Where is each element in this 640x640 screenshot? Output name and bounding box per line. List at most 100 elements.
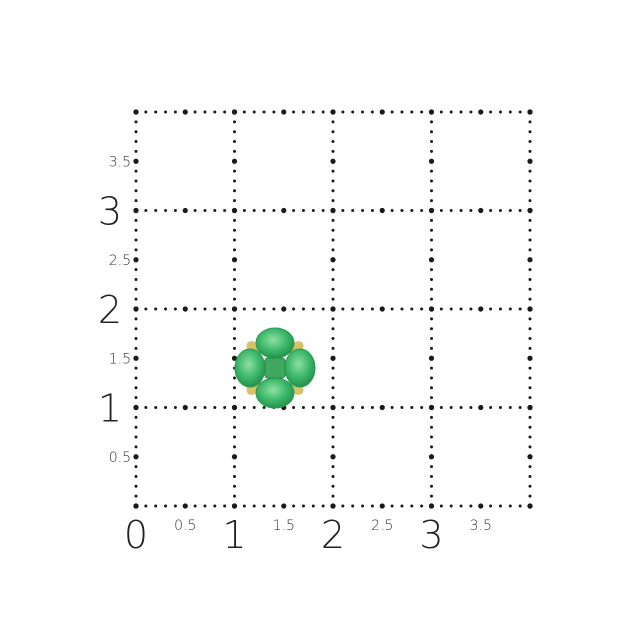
grid-dot	[528, 140, 532, 144]
grid-dot	[528, 248, 532, 252]
grid-dot	[233, 425, 236, 429]
grid-dot	[133, 109, 139, 115]
grid-dot	[330, 158, 336, 164]
grid-dot	[331, 346, 335, 350]
grid-dot	[330, 109, 336, 115]
grid-dot	[428, 404, 435, 411]
grid-dot	[341, 406, 345, 409]
grid-dot	[351, 110, 355, 114]
grid-dot	[321, 504, 325, 508]
grid-dot	[379, 306, 385, 312]
grid-dot	[341, 307, 345, 311]
grid-dot	[518, 110, 522, 114]
grid-dot	[262, 406, 266, 409]
grid-dot	[173, 504, 177, 508]
grid-dot	[331, 435, 335, 439]
grid-dot	[292, 110, 296, 114]
grid-dot	[528, 484, 532, 488]
grid-dot	[134, 228, 138, 232]
grid-dot	[154, 504, 158, 508]
grid-dot	[233, 179, 236, 183]
grid-dot	[242, 209, 246, 212]
grid-dot	[331, 130, 335, 134]
grid-dot	[341, 504, 345, 508]
grid-dot	[459, 209, 463, 212]
grid-dot	[428, 503, 435, 509]
grid-dot	[489, 406, 493, 409]
grid-dot	[321, 307, 325, 311]
grid-dot	[331, 386, 335, 390]
grid-dot	[351, 307, 355, 311]
grid-dot	[233, 445, 236, 449]
grid-dot	[370, 110, 374, 114]
grid-dot	[430, 120, 433, 124]
grid-dot	[233, 337, 236, 341]
grid-dot	[449, 406, 453, 409]
grid-dot	[430, 425, 433, 429]
grid-dot	[361, 307, 365, 311]
grid-dot	[252, 504, 256, 508]
grid-dot	[430, 287, 433, 291]
grid-dot	[331, 268, 335, 272]
grid-dot	[528, 149, 532, 153]
grid-dot	[508, 406, 512, 409]
x-major-label: 0	[124, 513, 148, 557]
grid-dot	[242, 307, 246, 311]
grid-dot	[449, 504, 453, 508]
grid-dot	[428, 454, 435, 460]
grid-dot	[410, 209, 414, 212]
grid-dot	[331, 287, 335, 291]
grid-dot	[361, 209, 365, 212]
grid-dot	[428, 109, 435, 115]
grid-dot	[233, 277, 236, 281]
grid-dot	[331, 248, 335, 252]
grid-dot	[361, 110, 365, 114]
grid-dot	[439, 504, 443, 508]
grid-dot	[527, 355, 533, 361]
grid-dot	[370, 209, 374, 212]
grid-dot	[528, 474, 532, 478]
x-minor-label: 2.5	[371, 518, 393, 534]
grid-dot	[428, 207, 435, 214]
grid-dot	[430, 218, 433, 222]
grid-dot	[498, 307, 502, 311]
grid-dot	[330, 503, 336, 509]
grid-dot	[528, 277, 532, 281]
grid-dot	[133, 257, 139, 263]
grid-dot	[164, 307, 168, 311]
grid-dot	[301, 307, 305, 311]
grid-dot	[361, 406, 365, 409]
center-emerald	[264, 357, 286, 379]
grid-dot	[508, 504, 512, 508]
emerald-earring	[234, 327, 316, 409]
grid-dot	[528, 199, 532, 203]
grid-dot	[233, 130, 236, 134]
grid-dot	[233, 346, 236, 350]
grid-dot	[173, 307, 177, 311]
grid-dot	[528, 396, 532, 400]
grid-dot	[390, 209, 394, 212]
grid-dot	[341, 110, 345, 114]
grid-dot	[331, 277, 335, 281]
grid-dot	[233, 199, 236, 203]
grid-dot	[321, 110, 325, 114]
grid-dot	[134, 120, 138, 124]
grid-dot	[508, 209, 512, 212]
grid-dot	[420, 307, 424, 311]
grid-dot	[133, 306, 139, 312]
grid-dot	[233, 120, 236, 124]
grid-dot	[428, 257, 435, 263]
grid-dot	[233, 327, 236, 331]
grid-dot	[213, 504, 217, 508]
grid-dot	[430, 465, 433, 469]
grid-dot	[527, 503, 533, 509]
grid-dot	[233, 376, 236, 380]
grid-dot	[528, 445, 532, 449]
grid-dot	[498, 209, 502, 212]
grid-dot	[528, 415, 532, 419]
grid-dot	[311, 209, 315, 212]
y-minor-label: 0.5	[109, 450, 131, 466]
grid-dot	[193, 209, 197, 212]
grid-dot	[134, 248, 138, 252]
grid-dot	[430, 149, 433, 153]
